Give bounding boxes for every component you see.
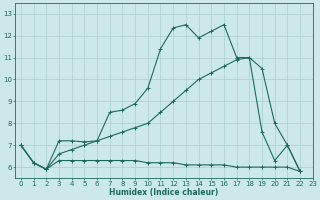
X-axis label: Humidex (Indice chaleur): Humidex (Indice chaleur) <box>109 188 218 197</box>
